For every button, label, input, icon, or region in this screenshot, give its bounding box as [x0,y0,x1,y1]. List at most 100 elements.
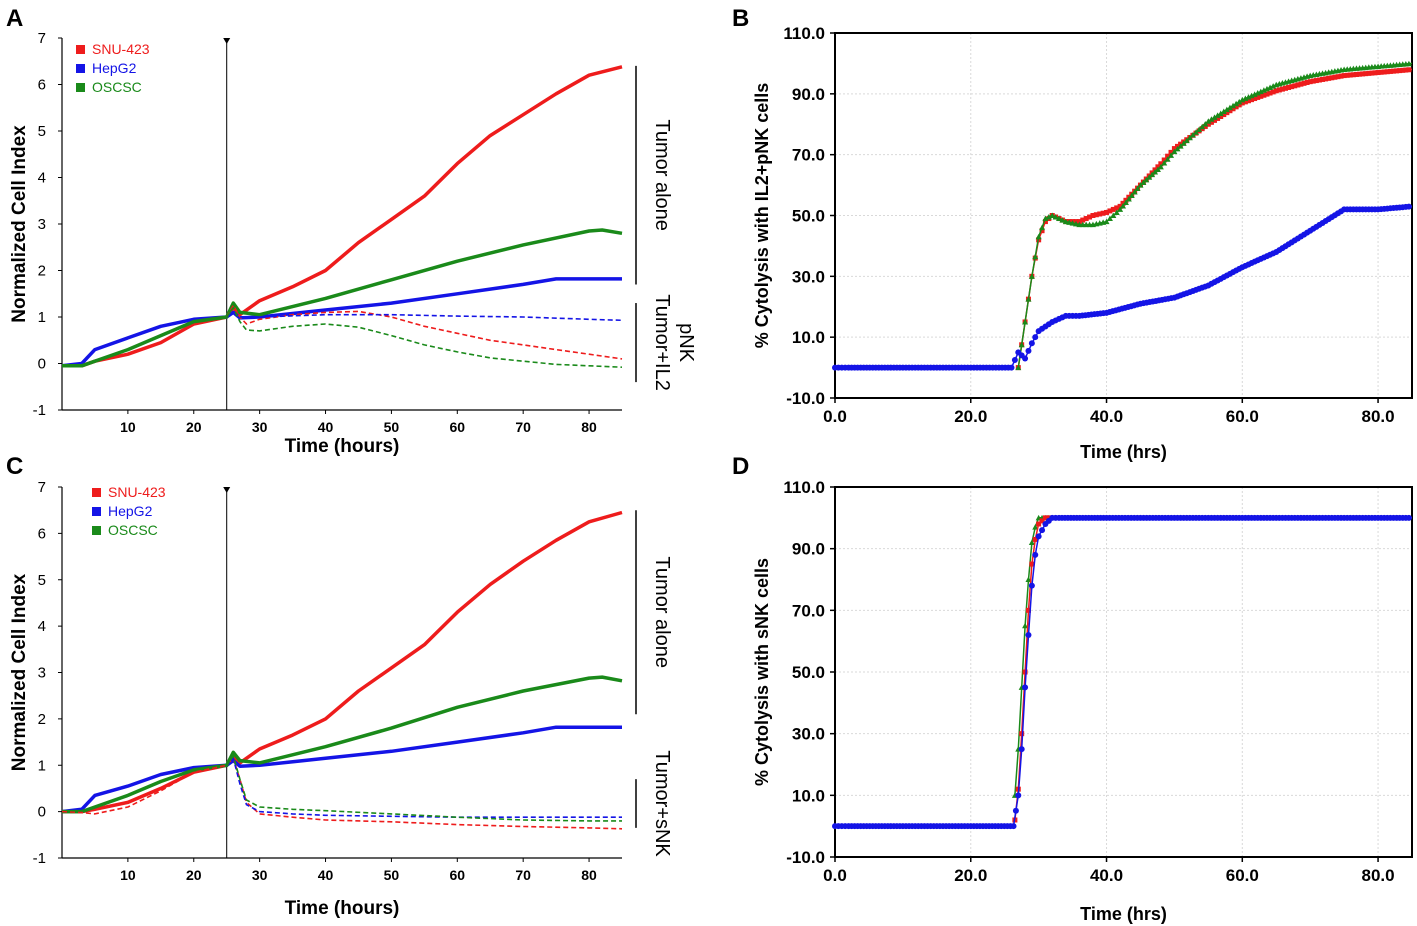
data-point [1199,123,1206,130]
data-point [1025,347,1032,354]
data-point [1403,67,1409,73]
data-point [1236,98,1243,105]
data-point [1029,561,1035,567]
x-tick-label: 80 [581,867,597,883]
data-point [1039,527,1046,534]
data-point [1032,334,1039,341]
legend-swatch [76,83,85,92]
y-tick-label: 5 [38,123,46,140]
data-point [1366,70,1372,76]
x-axis-label: Time (hrs) [1080,904,1167,924]
data-point [1230,102,1237,109]
y-tick-label: 4 [38,170,46,187]
data-point [1032,524,1039,530]
series-oscsc-snk [226,755,622,822]
x-tick-label: 80 [581,419,597,435]
data-point [1208,119,1214,125]
x-tick-label: 50 [384,419,400,435]
x-tick-label: 20 [186,419,202,435]
data-point [1042,515,1048,521]
data-point [1233,104,1239,110]
series-snu-423 [62,510,623,814]
data-point [1106,215,1113,222]
data-point [1049,212,1056,218]
data-point [1186,134,1193,141]
data-point [1110,206,1116,212]
data-point [1310,78,1316,84]
data-point [1028,273,1035,279]
data-point [1245,94,1252,100]
x-tick-label: 70 [515,419,531,435]
data-point [1097,211,1103,217]
data-point [1110,212,1117,218]
data-point [1286,84,1292,90]
data-point [1338,73,1344,79]
data-point [1316,77,1322,83]
legend-label: HepG2 [92,60,137,76]
data-point [1220,108,1227,115]
x-tick-label: 20.0 [954,866,987,885]
data-point [1083,216,1089,222]
data-point [1384,69,1390,75]
data-point [1251,91,1258,97]
legend-swatch [76,64,85,73]
bracket-label: Tumor alone [651,119,673,231]
y-tick-label: 70.0 [792,601,825,620]
data-point [1406,67,1412,73]
y-tick-label: 110.0 [783,478,825,497]
data-point [1304,79,1310,85]
data-point [1090,213,1096,218]
x-axis-label: Time (hours) [285,436,400,457]
series-oscsc-il2-pnk [226,306,623,368]
data-point [1282,85,1288,91]
y-tick-label: 3 [38,665,46,682]
data-point [1360,71,1366,77]
data-point [1218,114,1224,120]
data-point [1015,792,1022,799]
y-tick-label: 10.0 [792,786,825,805]
data-point [1332,74,1338,80]
bracket-label: pNK [675,323,697,363]
data-point [1255,94,1261,100]
legend-label: OSCSC [108,522,158,538]
data-point [1245,98,1251,104]
panel-b-cytolysis-chart: 0.0 20.0 40.0 60.0 80.0 -10.0 10.0 30.0 50.0 70.0… [752,24,1413,462]
data-point [1202,120,1209,127]
data-point [1357,71,1363,77]
data-point [1022,355,1029,362]
data-point [1066,219,1073,225]
data-point [1239,96,1246,103]
data-point [1161,157,1167,163]
y-tick-label: 1 [38,309,46,326]
series-line [835,205,1413,369]
data-point [1264,91,1270,97]
x-tick-label: 40 [318,867,334,883]
data-point [1062,218,1069,225]
data-point [1168,149,1174,155]
data-point [1076,219,1082,225]
x-tick-label: 70 [515,867,531,883]
data-point [1059,217,1066,223]
data-point [1270,89,1276,95]
data-point [1028,539,1035,545]
y-tick-label: 3 [38,216,46,233]
data-point [1221,112,1227,118]
legend-swatch [92,488,101,497]
data-point [1168,152,1175,158]
data-point [1196,126,1203,133]
data-point [1254,90,1261,96]
data-point [1045,214,1052,220]
data-point [1223,106,1230,113]
data-point [1267,84,1274,90]
x-tick-label: 60.0 [1226,407,1259,426]
x-tick-label: 20.0 [954,407,987,426]
data-point [1298,81,1304,87]
data-point [1113,209,1120,215]
data-point [1171,146,1177,152]
data-point [1217,110,1224,116]
data-point [1344,72,1350,78]
data-point [1028,340,1035,347]
panel-letter-a: A [6,5,23,32]
y-tick-label: 4 [38,618,46,635]
data-point [1180,140,1187,146]
